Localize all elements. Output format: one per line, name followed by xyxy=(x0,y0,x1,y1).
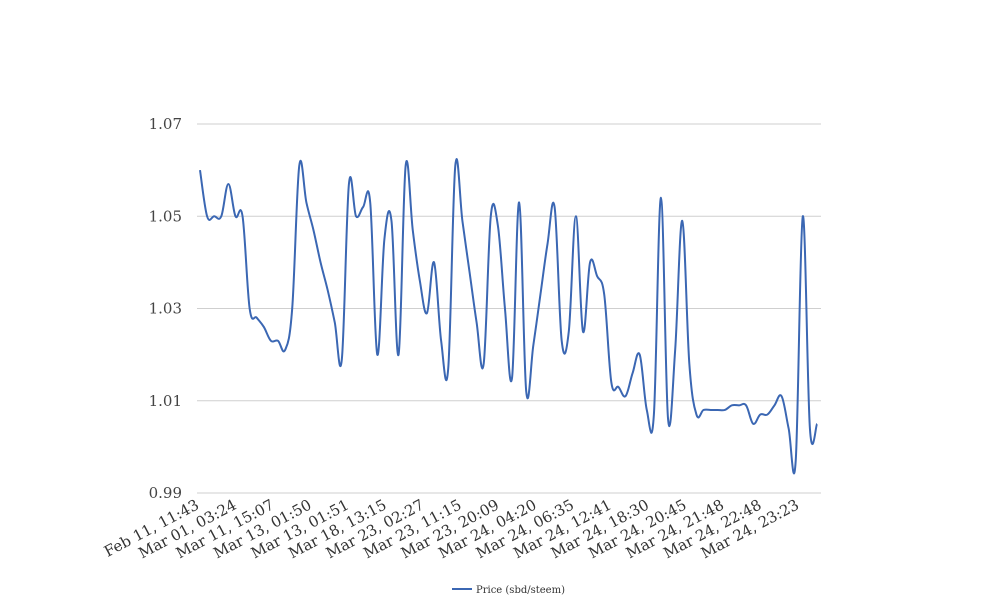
legend: Price (sbd/steem) xyxy=(452,585,565,596)
series-group xyxy=(199,158,818,475)
y-tick-label: 0.99 xyxy=(149,484,182,502)
y-axis: 0.99 1.01 1.03 1.05 1.07 xyxy=(149,115,182,502)
y-tick-label: 1.07 xyxy=(149,115,182,133)
y-tick-label: 1.05 xyxy=(149,207,182,225)
y-tick-label: 1.03 xyxy=(149,300,182,318)
gridlines xyxy=(197,123,821,494)
series-line xyxy=(199,158,818,475)
y-tick-label: 1.01 xyxy=(149,392,182,410)
legend-label: Price (sbd/steem) xyxy=(476,585,565,596)
